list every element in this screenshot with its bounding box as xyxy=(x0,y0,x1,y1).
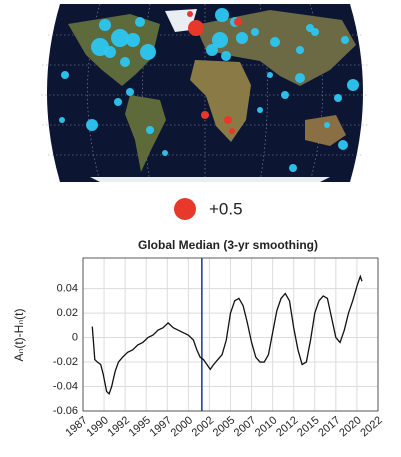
y-tick-label: -0.06 xyxy=(53,405,78,417)
y-axis-label: Aₙ(t)-Hₙ(t) xyxy=(12,309,26,362)
x-tick-label: 2022 xyxy=(358,414,384,439)
x-tick-label: 2012 xyxy=(274,414,300,439)
x-tick-label: 1987 xyxy=(63,414,89,439)
y-tick-label: 0.02 xyxy=(57,307,78,319)
y-tick-label: 0.04 xyxy=(57,283,78,295)
y-tick-label: -0.04 xyxy=(53,380,78,392)
x-tick-label: 2010 xyxy=(253,414,279,439)
plot-frame xyxy=(82,257,379,412)
world-map xyxy=(41,3,369,183)
y-tick-label: 0 xyxy=(72,331,78,343)
x-tick-label: 2020 xyxy=(337,414,363,439)
data-line xyxy=(91,274,363,396)
x-tick-label: 1990 xyxy=(84,414,110,439)
legend-marker xyxy=(174,198,196,220)
x-tick-label: 2007 xyxy=(232,414,258,439)
x-tick-label: 2002 xyxy=(190,414,216,439)
x-tick-label: 1992 xyxy=(105,414,131,439)
x-tick-label: 2017 xyxy=(316,414,342,439)
x-tick-label: 1997 xyxy=(148,414,174,439)
y-tick-label: -0.02 xyxy=(53,356,78,368)
x-tick-label: 2000 xyxy=(169,414,195,439)
chart-title: Global Median (3-yr smoothing) xyxy=(138,238,318,252)
station-bubbles xyxy=(59,8,359,172)
x-tick-label: 2005 xyxy=(211,414,237,439)
legend-label: +0.5 xyxy=(209,199,243,218)
x-tick-label: 2015 xyxy=(295,414,321,439)
x-tick-label: 1995 xyxy=(127,414,153,439)
